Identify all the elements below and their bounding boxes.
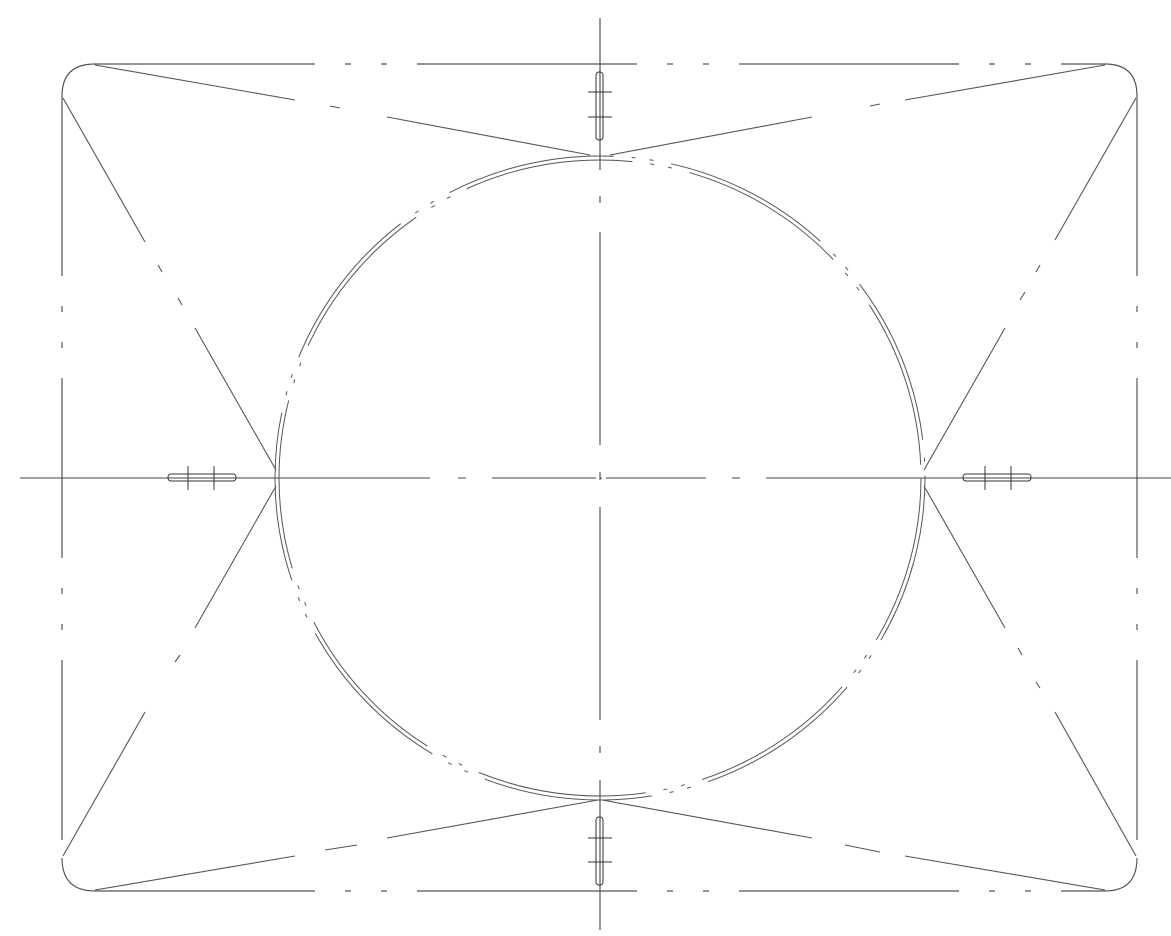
bottom-slot-body: [595, 816, 604, 886]
bottom-slot-mark: [588, 816, 612, 886]
diag-left-bottom: [62, 485, 277, 857]
left-slot-body: [167, 473, 237, 482]
frame-corner-bottom-right: [1104, 857, 1138, 892]
frame-corner-top-right: [1104, 63, 1138, 97]
left-slot-mark: [167, 466, 237, 490]
diagonal-lines: [62, 64, 1137, 891]
diag-right-top: [923, 97, 1137, 471]
right-slot-body: [962, 473, 1032, 482]
diag-bottom-right-lower: [601, 799, 1106, 891]
top-slot-mark: [588, 71, 612, 141]
right-slot-mark: [962, 466, 1032, 490]
frame-corner-top-left: [61, 63, 96, 97]
top-slot-body: [595, 71, 604, 141]
center-axes: [20, 18, 1171, 930]
central-ring: [274, 155, 926, 801]
ring-inner-line: [278, 159, 922, 797]
diag-top-right-upper: [609, 64, 1106, 156]
diag-left-top: [62, 97, 277, 471]
frame-corner-bottom-left: [61, 857, 96, 892]
diag-top-left-upper: [94, 64, 591, 156]
ring-outer-line: [274, 155, 926, 801]
diag-right-bottom: [923, 485, 1137, 857]
diag-bottom-left-lower: [94, 799, 599, 891]
